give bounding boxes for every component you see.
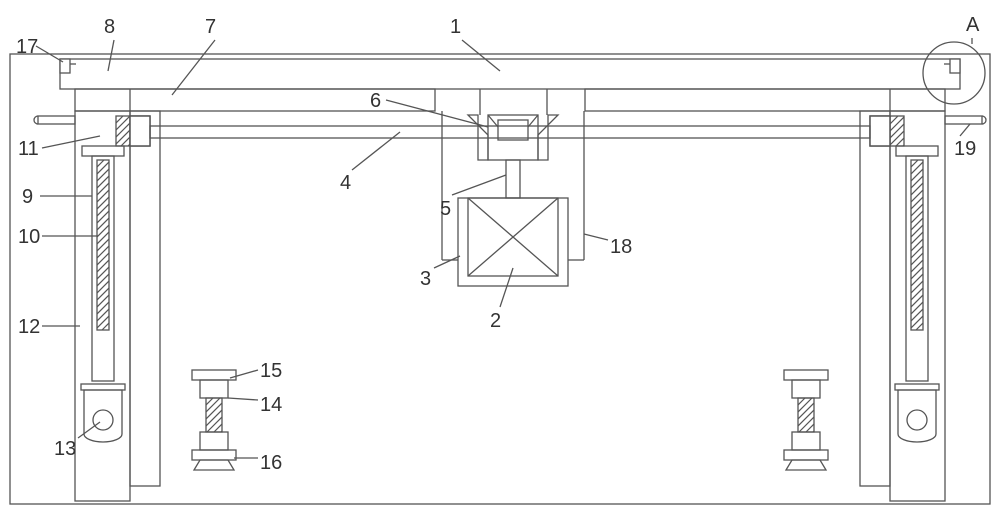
label-16: 16 xyxy=(260,452,282,475)
label-12: 12 xyxy=(18,316,40,339)
label-7: 7 xyxy=(205,16,216,39)
label-15: 15 xyxy=(260,360,282,383)
diagram-canvas: 12345678910111213141516171819A xyxy=(0,0,1000,509)
label-2: 2 xyxy=(490,310,501,333)
label-6: 6 xyxy=(370,90,381,113)
label-10: 10 xyxy=(18,226,40,249)
label-14: 14 xyxy=(260,394,282,417)
diagram-svg xyxy=(0,0,1000,509)
label-3: 3 xyxy=(420,268,431,291)
label-5: 5 xyxy=(440,198,451,221)
label-18: 18 xyxy=(610,236,632,259)
label-4: 4 xyxy=(340,172,351,195)
label-9: 9 xyxy=(22,186,33,209)
label-17: 17 xyxy=(16,36,38,59)
label-1: 1 xyxy=(450,16,461,39)
label-8: 8 xyxy=(104,16,115,39)
label-19: 19 xyxy=(954,138,976,161)
label-11: 11 xyxy=(18,138,39,161)
label-13: 13 xyxy=(54,438,76,461)
label-A: A xyxy=(966,14,979,37)
